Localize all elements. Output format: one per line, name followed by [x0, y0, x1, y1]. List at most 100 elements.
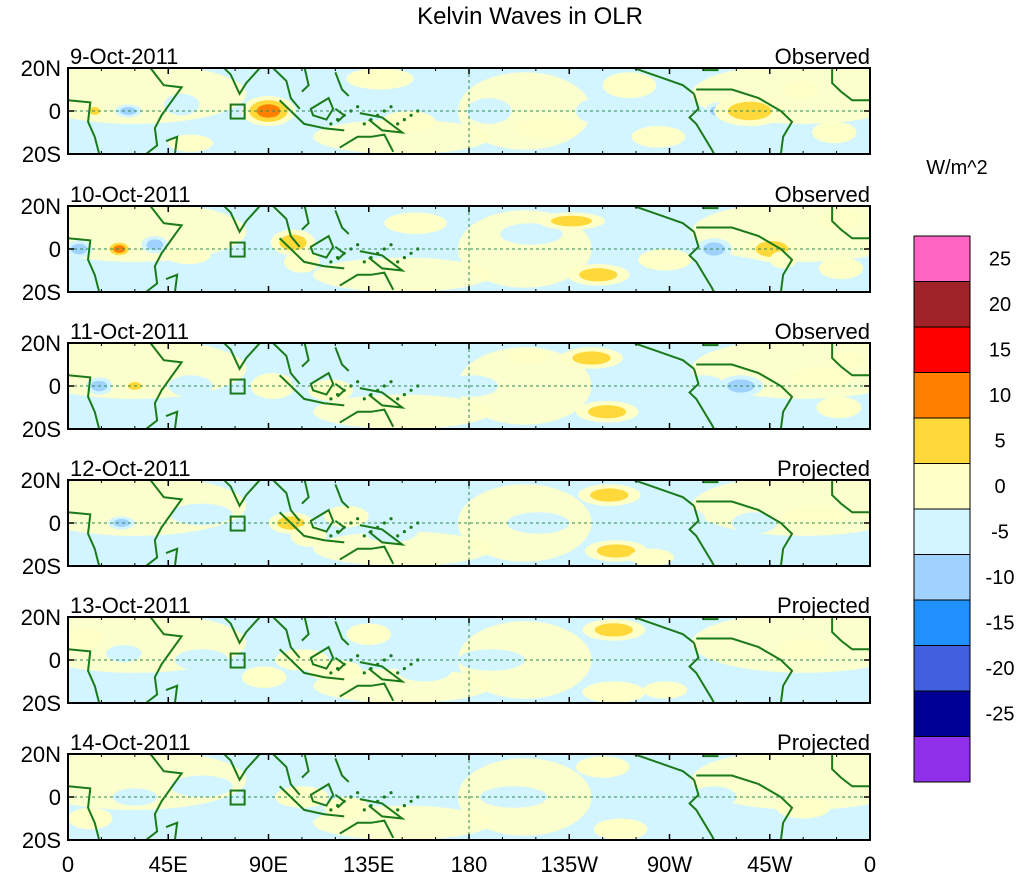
colorbar-label: 5 — [994, 431, 1005, 453]
x-tick-label: 45W — [747, 852, 792, 877]
region-box — [229, 789, 246, 806]
panel-status: Projected — [777, 730, 870, 755]
anomaly-contour — [783, 505, 846, 528]
y-tick-label: 20S — [22, 691, 61, 716]
region-box — [229, 378, 246, 395]
panel: 20N 0 20S 9-Oct-2011 Observed — [21, 44, 871, 167]
y-tick-label: 20N — [21, 742, 61, 767]
anomaly-contour — [308, 379, 354, 402]
y-tick-label: 20S — [22, 417, 61, 442]
region-box — [229, 515, 246, 532]
anomaly-contour — [70, 243, 88, 255]
anomaly-contour — [241, 403, 296, 421]
anomaly-contour — [776, 638, 830, 660]
coastlines — [68, 343, 870, 429]
anomaly-contour — [642, 681, 688, 699]
anomaly-contour — [594, 623, 633, 637]
coastlines — [68, 68, 870, 154]
anomaly-contour — [68, 627, 104, 650]
anomaly-contour — [335, 227, 398, 249]
colorbar-swatch — [913, 645, 971, 692]
x-tick-label: 90E — [249, 852, 288, 877]
panel-status: Observed — [775, 319, 870, 344]
anomaly-contour — [170, 503, 233, 526]
colorbar-swatch — [913, 235, 971, 282]
y-tick-label: 20N — [21, 56, 61, 81]
anomaly-contour — [587, 405, 627, 419]
y-tick-label: 0 — [49, 99, 61, 124]
anomaly-contour — [515, 117, 583, 139]
panels-group: 20N 0 20S 9-Oct-2011 Observed 20N 0 20S 10-Oct-2… — [21, 44, 871, 853]
anomaly-contour — [166, 246, 211, 265]
colorbar-swatch — [913, 736, 971, 783]
anomaly-contour — [789, 366, 853, 389]
panel: 20N 0 20S 14-Oct-2011 Projected — [21, 730, 871, 853]
anomaly-contour — [397, 660, 452, 682]
x-axis: 0 45E 90E 135E 180 135W 90W 45W 0 — [62, 852, 876, 877]
panel: 20N 0 20S 11-Oct-2011 Observed — [21, 319, 871, 442]
y-tick-label: 0 — [49, 785, 61, 810]
colorbar-swatch — [913, 417, 971, 464]
anomaly-contour — [550, 215, 593, 227]
anomaly-contour — [457, 649, 525, 671]
anomaly-contour — [324, 797, 369, 819]
anomaly-contour — [812, 121, 857, 144]
y-tick-label: 20N — [21, 194, 61, 219]
anomaly-contour — [68, 807, 113, 830]
colorbar-swatch — [913, 326, 971, 373]
anomaly-contour — [170, 775, 233, 797]
anomaly-contour — [146, 239, 164, 250]
coastlines — [68, 754, 870, 840]
colorbar-label: 10 — [989, 385, 1011, 407]
anomaly-contour — [593, 818, 648, 840]
anomaly-contour — [582, 681, 645, 703]
colorbar-label: -10 — [986, 567, 1015, 589]
anomaly-contour — [575, 756, 630, 778]
x-tick-label: 0 — [62, 852, 74, 877]
anomaly-contour — [241, 666, 287, 688]
panel-status: Observed — [775, 182, 870, 207]
x-tick-label: 135W — [541, 852, 599, 877]
anomaly-contour — [783, 80, 819, 99]
y-tick-label: 20N — [21, 331, 61, 356]
colorbar-label: -20 — [986, 658, 1015, 680]
colorbar-swatch — [913, 372, 971, 419]
anomaly-contour — [346, 623, 392, 645]
panel: 20N 0 20S 10-Oct-2011 Observed — [21, 182, 871, 305]
panel-date: 12-Oct-2011 — [70, 456, 191, 481]
colorbar-swatch — [913, 599, 971, 646]
anomaly-contour — [703, 242, 726, 256]
anomaly-contour — [818, 257, 864, 280]
panel-date: 14-Oct-2011 — [70, 730, 191, 755]
colorbar-swatch — [913, 463, 971, 510]
panel: 20N 0 20S 13-Oct-2011 Projected — [21, 593, 871, 716]
anomaly-contour — [596, 544, 636, 558]
colorbar-unit: W/m^2 — [926, 157, 988, 179]
panel-date: 9-Oct-2011 — [70, 44, 178, 69]
colorbar-swatch — [913, 508, 971, 555]
x-tick-label: 135E — [343, 852, 394, 877]
y-tick-label: 20N — [21, 605, 61, 630]
anomaly-contour — [397, 775, 452, 797]
x-tick-label: 180 — [451, 852, 488, 877]
colorbar: W/m^2 25 20 15 10 5 0 -5 -10 -15 -20 -25 — [913, 157, 1015, 783]
panel-date: 13-Oct-2011 — [70, 593, 191, 618]
anomaly-contour — [113, 519, 130, 527]
y-tick-label: 20N — [21, 468, 61, 493]
coastlines — [68, 206, 870, 292]
anomaly-contour — [113, 245, 126, 253]
y-tick-label: 0 — [49, 511, 61, 536]
panel-status: Projected — [777, 456, 870, 481]
anomaly-contour — [384, 212, 447, 234]
anomaly-contour — [816, 396, 862, 419]
colorbar-label: -25 — [986, 704, 1015, 726]
colorbar-label: 15 — [989, 340, 1011, 362]
colorbar-swatch — [913, 554, 971, 601]
anomaly-contour — [506, 347, 552, 365]
coastlines — [68, 617, 870, 703]
y-tick-label: 0 — [49, 374, 61, 399]
anomaly-contour — [579, 268, 618, 282]
anomaly-contour — [344, 366, 389, 389]
anomaly-contour — [346, 68, 414, 90]
